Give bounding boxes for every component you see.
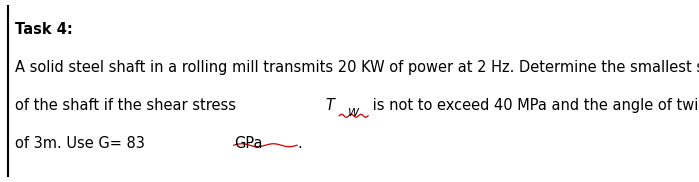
Text: GPa: GPa — [233, 136, 262, 151]
Text: of the shaft if the shear stress: of the shaft if the shear stress — [15, 98, 241, 113]
Text: is not to exceed 40 MPa and the angle of twist Θ is limited to 6° in a length: is not to exceed 40 MPa and the angle of… — [368, 98, 699, 113]
Text: W: W — [348, 108, 359, 118]
Text: Task 4:: Task 4: — [15, 22, 73, 37]
Text: T: T — [325, 98, 334, 113]
Text: of 3m. Use G= 83: of 3m. Use G= 83 — [15, 136, 150, 151]
Text: A solid steel shaft in a rolling mill transmits 20 KW of power at 2 Hz. Determin: A solid steel shaft in a rolling mill tr… — [15, 60, 699, 75]
Text: .: . — [297, 136, 302, 151]
